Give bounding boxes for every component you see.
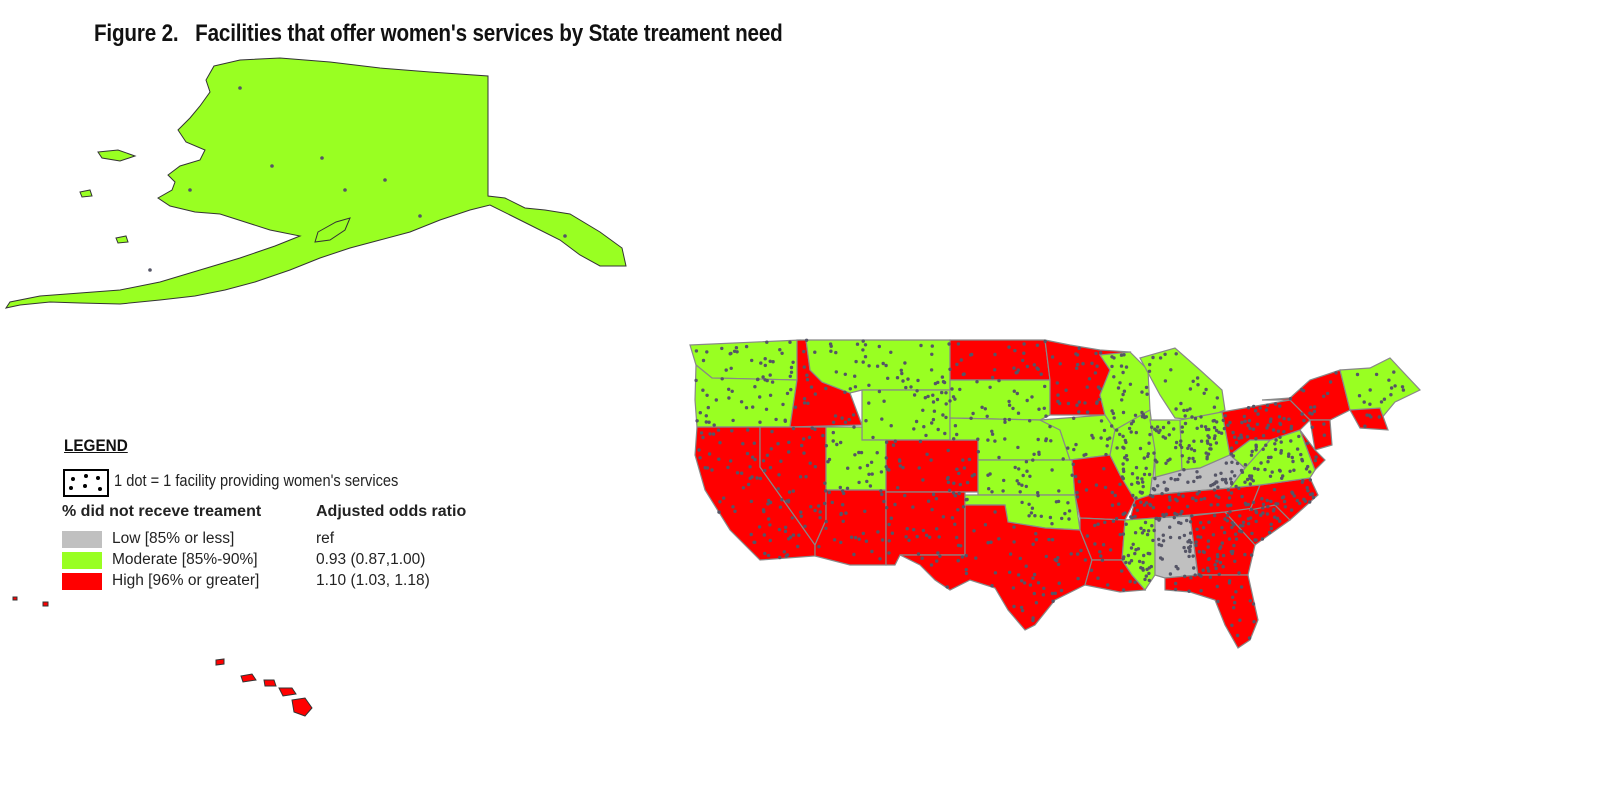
contiguous-us (689, 339, 1421, 649)
legend-odds-moderate: 0.93 (0.87,1.00) (316, 551, 426, 568)
legend-label-high: High [96% or greater] (112, 572, 260, 589)
alaska-nunivak (97, 149, 137, 162)
figure-title: Figure 2. Facilities that offer women's … (94, 20, 783, 47)
dot-legend-symbol (63, 469, 109, 497)
legend-label-low: Low [85% or less] (112, 530, 235, 547)
legend-swatch-low (62, 531, 102, 548)
legend-heading: LEGEND (64, 436, 128, 455)
alaska-islet-1 (79, 189, 93, 198)
legend-odds-low: ref (316, 530, 335, 547)
legend-column-odds: Adjusted odds ratio (316, 503, 467, 520)
hawaii (12, 596, 313, 717)
state-wyoming (861, 389, 951, 441)
legend-column-category: % did not receve treament (62, 503, 262, 520)
state-maryland (1299, 429, 1326, 472)
alaska (4, 57, 627, 309)
state-texas (899, 504, 1093, 631)
state-kansas (977, 459, 1076, 496)
state-southdakota (949, 379, 1051, 421)
legend-odds-high: 1.10 (1.03, 1.18) (316, 572, 430, 589)
facility-dots (148, 86, 1406, 640)
alaska-stlawrence (115, 235, 129, 244)
state-massachusetts (1349, 407, 1389, 431)
alaska-peninsula-island (314, 217, 351, 243)
legend-swatch-moderate (62, 552, 102, 569)
state-michigan (1139, 347, 1226, 421)
alaska-mainland (4, 57, 627, 309)
legend-label-moderate: Moderate [85%-90%] (112, 551, 258, 568)
state-florida (1164, 574, 1259, 649)
state-newmexico (885, 491, 966, 566)
dot-legend-label: 1 dot = 1 facility providing women's ser… (114, 471, 399, 490)
legend-swatch-high (62, 573, 102, 590)
state-newjersey (1309, 419, 1333, 451)
